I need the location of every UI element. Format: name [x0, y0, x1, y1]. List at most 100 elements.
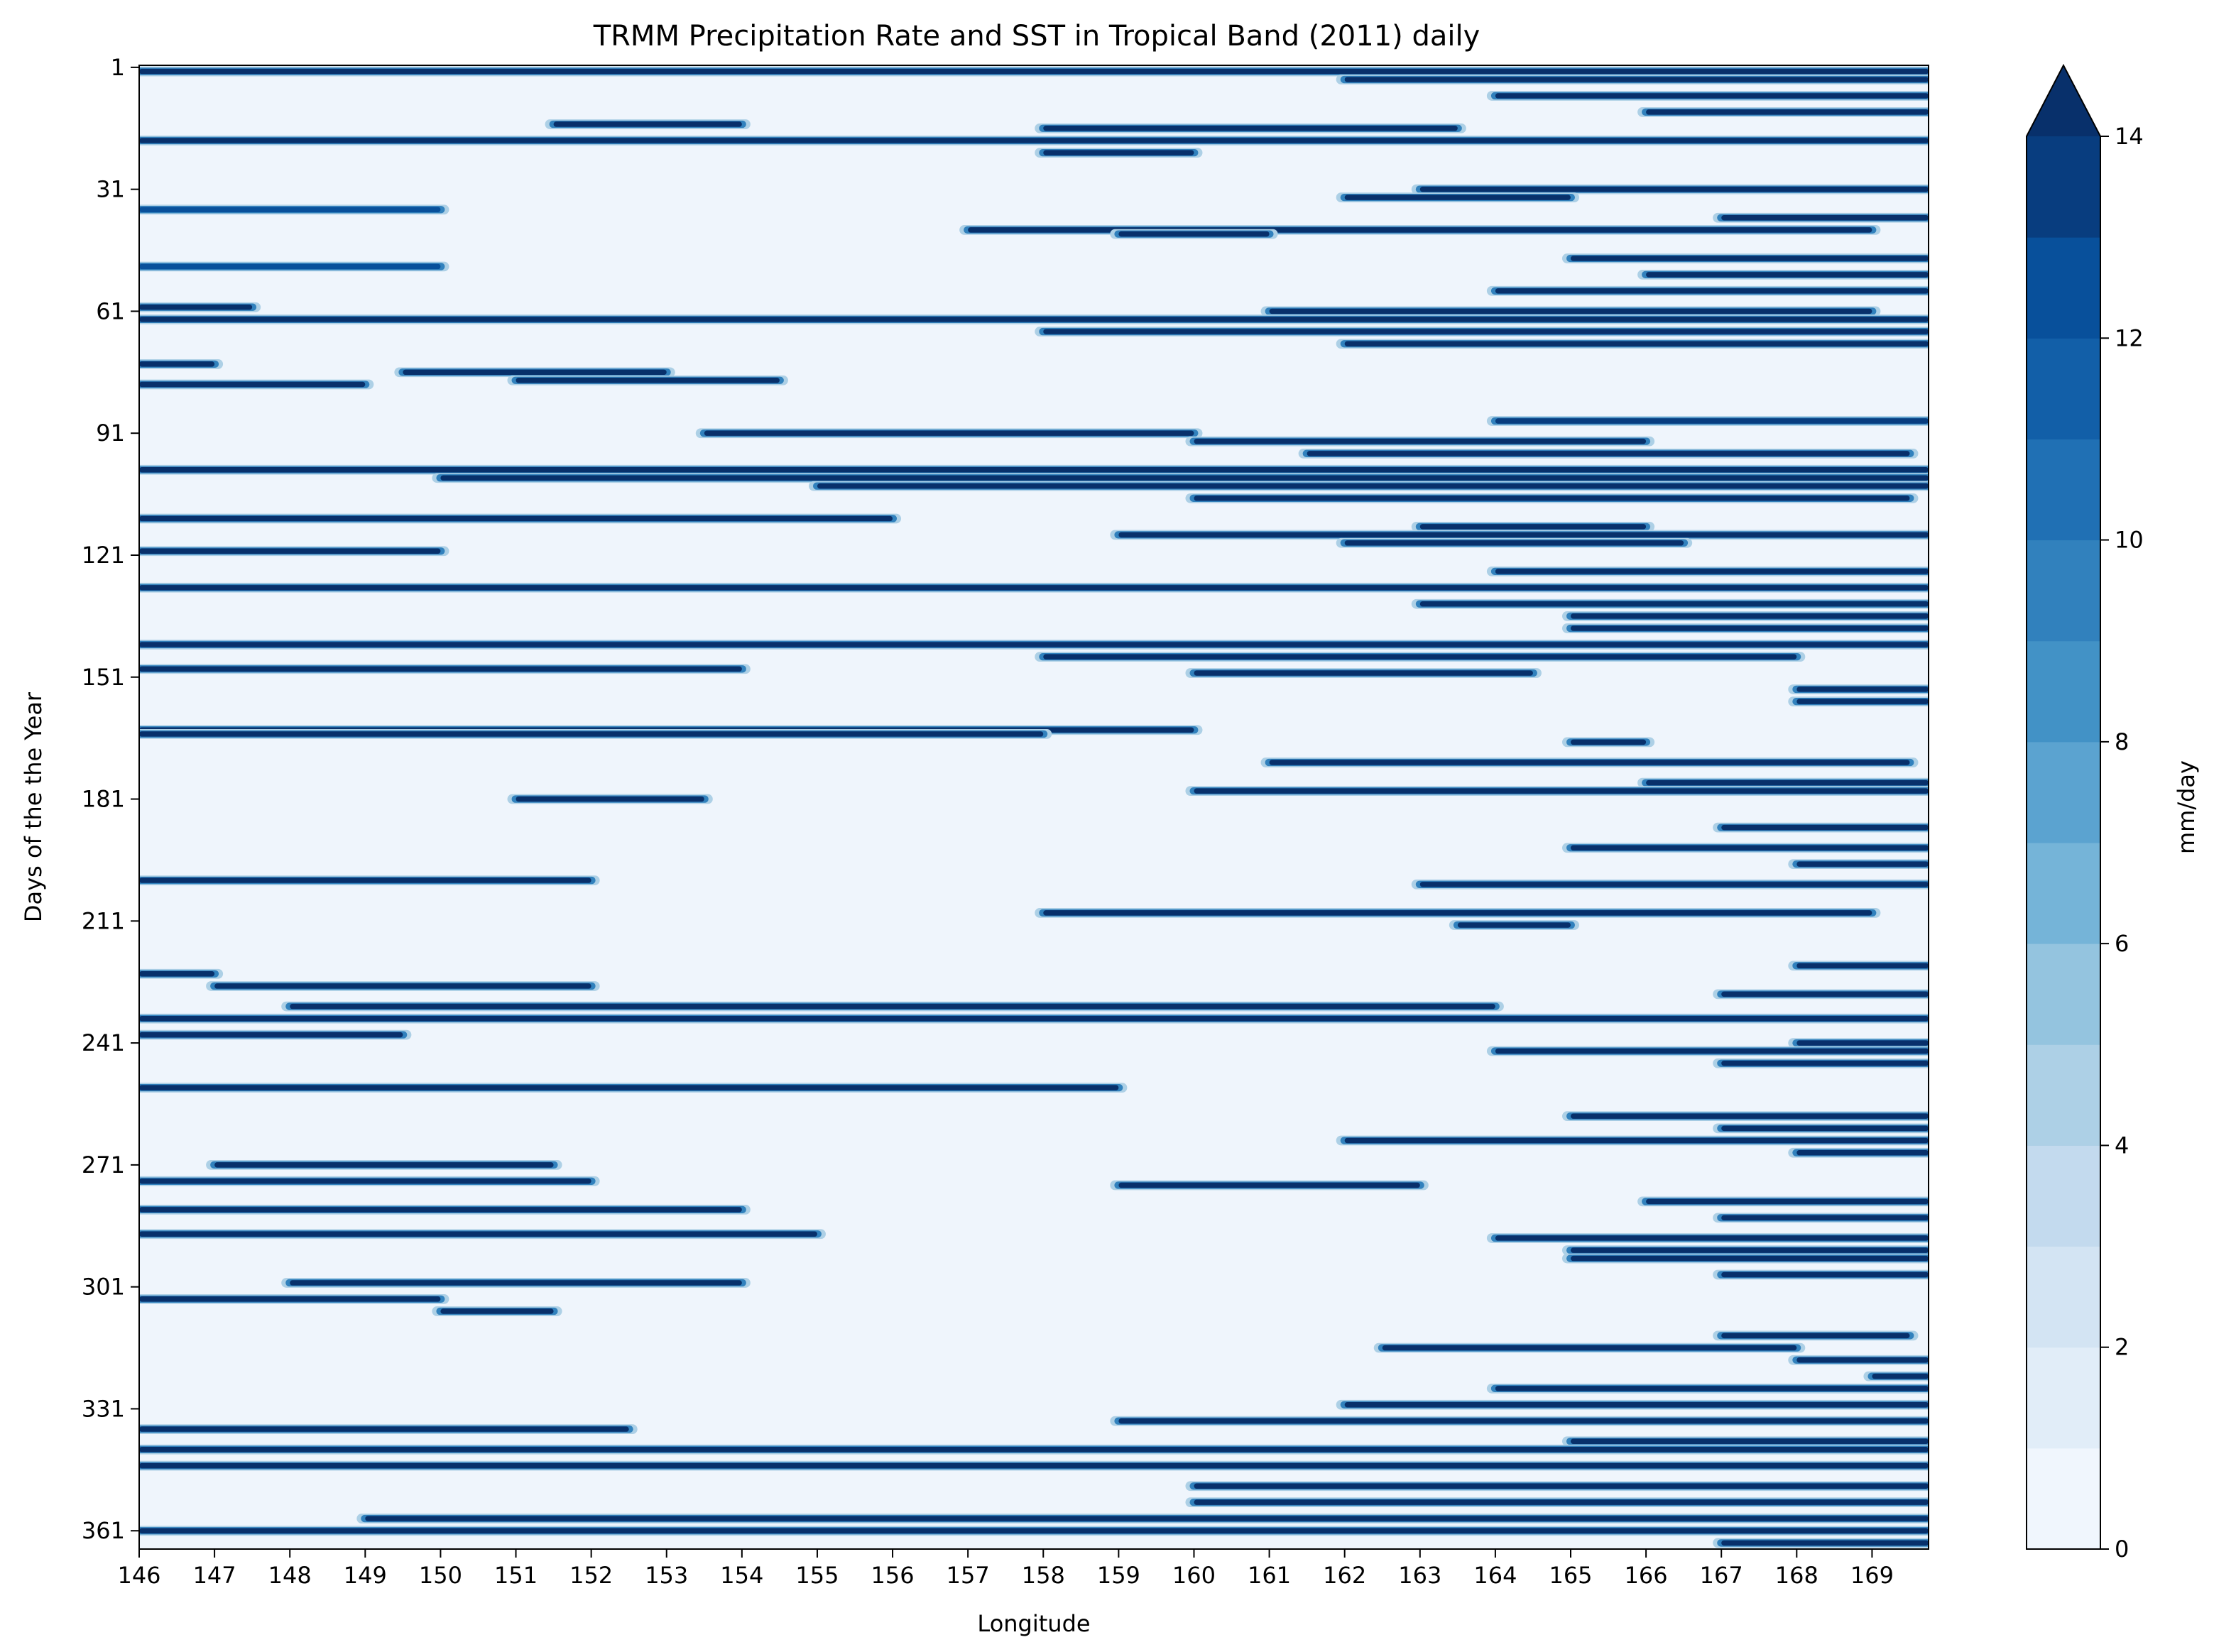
- heatmap-cell: [1344, 1402, 1929, 1408]
- rain-band: [1562, 843, 1929, 853]
- rain-band: [1185, 493, 1919, 503]
- colorbar-segment: [2027, 1246, 2100, 1348]
- heatmap-cell: [1269, 308, 1872, 314]
- x-tick-label: 146: [117, 1562, 160, 1589]
- heatmap-cell: [968, 227, 1872, 233]
- heatmap-cell: [1194, 1483, 1929, 1489]
- heatmap-cell: [1495, 1048, 1929, 1054]
- heatmap-cell: [139, 666, 742, 672]
- heatmap-cell: [1721, 1271, 1929, 1278]
- heatmap-cell: [1646, 272, 1929, 278]
- rain-band: [1713, 1123, 1929, 1134]
- rain-band: [1637, 777, 1929, 788]
- heatmap-cell: [1194, 788, 1929, 794]
- rain-band: [1863, 1371, 1929, 1382]
- heatmap-cell: [1721, 1125, 1929, 1132]
- x-tick-label: 148: [268, 1562, 312, 1589]
- heatmap-cell: [139, 1085, 1119, 1090]
- rain-band: [139, 1424, 638, 1434]
- rain-band: [1713, 1058, 1929, 1068]
- rain-band: [139, 1205, 751, 1215]
- x-tick-label: 162: [1323, 1562, 1366, 1589]
- rain-band: [139, 1444, 1929, 1455]
- rain-band: [1788, 859, 1929, 870]
- x-tick-label: 169: [1850, 1562, 1894, 1589]
- colorbar-tick-label: 0: [2115, 1536, 2129, 1563]
- x-tick-label: 161: [1248, 1562, 1291, 1589]
- heatmap-cell: [1495, 418, 1929, 424]
- y-tick-label: 301: [82, 1274, 125, 1301]
- y-tick-label: 31: [96, 176, 125, 203]
- rain-band: [1486, 416, 1929, 426]
- colorbar-axis: 0 2 4 6 8 10 12 14: [2100, 123, 2144, 1563]
- heatmap-cell: [1571, 256, 1929, 261]
- heatmap-cell: [139, 515, 893, 522]
- heatmap-cell: [139, 585, 1929, 591]
- rain-band: [139, 582, 1929, 593]
- plot-frame: [138, 65, 1929, 1550]
- rain-band: [1562, 611, 1929, 621]
- rain-band: [1788, 684, 1929, 694]
- heatmap-cell: [516, 378, 780, 383]
- x-tick-label: 151: [494, 1562, 538, 1589]
- heatmap-cell: [1043, 126, 1458, 131]
- heatmap-cell: [516, 796, 704, 802]
- heatmap-cell: [1344, 540, 1684, 546]
- colorbar-frame: [2026, 63, 2101, 1550]
- rain-band: [139, 359, 224, 369]
- y-tick-label: 121: [82, 542, 125, 569]
- x-tick-label: 163: [1398, 1562, 1441, 1589]
- rain-band: [1110, 1416, 1929, 1426]
- heatmap-cell: [139, 68, 1929, 75]
- heatmap-cell: [1571, 1247, 1929, 1253]
- heatmap-cell: [403, 369, 667, 376]
- rain-band: [1411, 522, 1655, 532]
- rain-band: [139, 640, 1929, 650]
- x-tick-label: 165: [1549, 1562, 1592, 1589]
- x-tick-label: 150: [419, 1562, 462, 1589]
- heatmap-cell: [1796, 699, 1929, 704]
- colorbar-segment: [2027, 1347, 2100, 1449]
- colorbar-segment: [2027, 1044, 2100, 1146]
- heatmap-cell: [1571, 845, 1929, 850]
- heatmap-cell: [1796, 963, 1929, 969]
- rain-band: [1788, 1355, 1929, 1365]
- heatmap-cell: [139, 1426, 629, 1432]
- rain-band: [1713, 1538, 1929, 1548]
- rain-band: [1411, 184, 1929, 195]
- heatmap-cell: [139, 642, 1929, 647]
- heatmap-cell: [1571, 1438, 1929, 1444]
- y-tick-label: 331: [82, 1395, 125, 1422]
- heatmap-cell: [139, 263, 441, 270]
- heatmap-cell: [1495, 569, 1929, 574]
- rain-band: [1035, 908, 1881, 918]
- x-tick-label: 164: [1473, 1562, 1517, 1589]
- colorbar-segment: [2027, 843, 2100, 944]
- rain-band: [1713, 1269, 1929, 1280]
- x-tick-label: 147: [193, 1562, 236, 1589]
- rain-band: [139, 302, 261, 312]
- rain-band: [139, 1029, 412, 1040]
- heatmap-cell: [1495, 288, 1929, 294]
- rain-band: [206, 1160, 562, 1170]
- x-tick-label: 168: [1775, 1562, 1818, 1589]
- heatmap-cell: [1419, 524, 1647, 530]
- heatmap-cell: [1419, 601, 1929, 607]
- heatmap-cell: [553, 121, 742, 127]
- rain-band: [1486, 285, 1929, 296]
- rain-band: [1486, 567, 1929, 576]
- rain-band: [139, 1229, 826, 1240]
- rain-band: [1035, 148, 1203, 158]
- colorbar-segment: [2027, 741, 2100, 843]
- y-tick-label: 181: [82, 786, 125, 813]
- heatmap-cell: [1194, 1499, 1929, 1505]
- heatmap-cell: [1646, 109, 1929, 115]
- heatmap-cell: [440, 1308, 554, 1314]
- heatmap-cell: [1043, 654, 1797, 660]
- rain-band: [1562, 1245, 1929, 1256]
- heatmap-cell: [1269, 760, 1910, 765]
- x-tick-label: 155: [795, 1562, 839, 1589]
- rain-band: [1486, 1233, 1929, 1243]
- x-tick-label: 149: [344, 1562, 387, 1589]
- rain-band: [139, 1013, 1929, 1024]
